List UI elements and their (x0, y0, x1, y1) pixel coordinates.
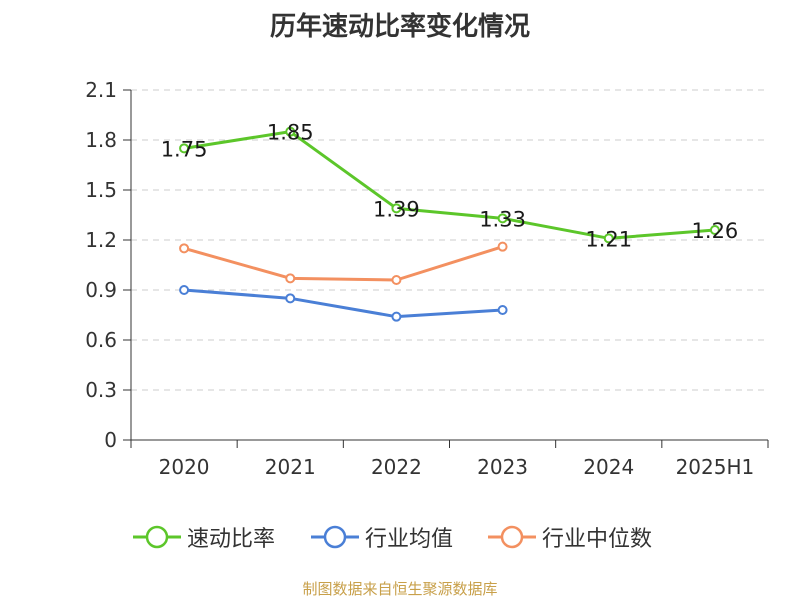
data-point (497, 305, 508, 315)
data-point (391, 311, 402, 322)
legend-item-industry-mean[interactable]: 行业均值 (311, 520, 453, 554)
data-label: 1.85 (267, 121, 314, 145)
y-tick-label: 0.6 (85, 328, 117, 352)
data-point (709, 225, 720, 235)
data-point (179, 243, 190, 254)
x-tick-label: 2023 (477, 455, 528, 479)
data-point (391, 203, 402, 214)
legend: 速动比率 行业均值 行业中位数 (0, 520, 800, 554)
legend-line-marker-icon (488, 525, 536, 549)
series-line (183, 130, 716, 240)
y-tick-label: 1.8 (85, 128, 117, 152)
legend-item-industry-median[interactable]: 行业中位数 (488, 520, 652, 554)
legend-label: 行业中位数 (542, 527, 653, 552)
y-tick-label: 0.3 (85, 378, 117, 402)
data-label: 1.21 (585, 227, 632, 251)
legend-line-marker-icon (311, 525, 359, 549)
legend-label: 速动比率 (187, 527, 276, 552)
data-label: 1.33 (479, 207, 526, 231)
data-point (497, 213, 508, 224)
y-tick-label: 1.5 (85, 178, 117, 202)
legend-label: 行业均值 (365, 527, 454, 552)
data-point (285, 126, 296, 137)
x-tick-label: 2021 (265, 455, 316, 479)
data-point (497, 241, 508, 252)
data-point (285, 293, 296, 304)
y-tick-label: 0 (104, 428, 117, 452)
data-point (179, 285, 190, 295)
x-tick-label: 2025H1 (676, 455, 755, 479)
data-label: 1.39 (373, 197, 420, 221)
y-tick-label: 2.1 (85, 78, 117, 102)
x-tick-label: 2022 (371, 455, 422, 479)
legend-item-quick-ratio[interactable]: 速动比率 (133, 520, 275, 554)
data-label: 1.75 (161, 137, 208, 161)
source-note: 制图数据来自恒生聚源数据库 (302, 580, 498, 598)
data-point (179, 143, 190, 154)
data-point (391, 275, 402, 285)
series-line (183, 288, 503, 319)
chart-title: 历年速动比率变化情况 (269, 12, 530, 42)
x-tick-label: 2024 (583, 455, 634, 479)
legend-line-marker-icon (133, 525, 181, 549)
y-tick-label: 1.2 (85, 228, 117, 252)
data-label: 1.26 (692, 219, 739, 243)
series-line (183, 245, 504, 282)
data-point (285, 273, 296, 284)
data-point (603, 233, 614, 244)
x-tick-label: 2020 (159, 455, 210, 479)
y-tick-label: 0.9 (85, 278, 117, 302)
